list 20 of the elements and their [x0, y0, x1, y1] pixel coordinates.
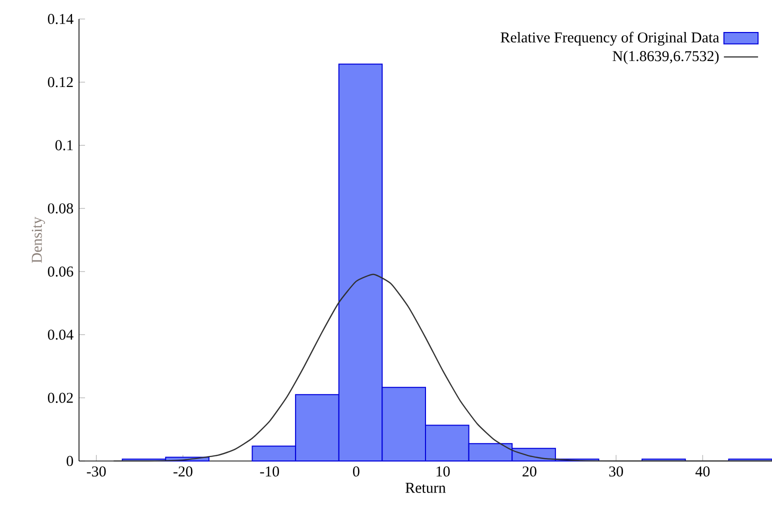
legend-label: N(1.8639,6.7532): [612, 50, 719, 64]
y-tick-label: 0.12: [48, 77, 73, 88]
x-tick-label: -30: [86, 466, 106, 477]
x-tick-label: 40: [695, 466, 710, 477]
x-tick-label: -20: [174, 466, 192, 477]
x-axis-title: Return: [406, 482, 446, 493]
x-tick-label: 30: [609, 466, 623, 477]
x-tick-label: 10: [436, 466, 450, 477]
x-tick-label: 20: [522, 466, 536, 477]
y-tick-label: 0.04: [48, 330, 74, 340]
legend-label: Relative Frequency of Original Data: [500, 32, 720, 46]
y-tick-label: 0.02: [48, 392, 73, 403]
x-tick-label: 0: [353, 466, 360, 477]
y-axis-title: Density: [32, 216, 45, 263]
y-tick-label: 0.08: [48, 203, 74, 214]
y-tick-label: 0.14: [48, 14, 74, 24]
y-tick-label: 0.06: [48, 266, 74, 277]
y-tick-label: 0: [66, 456, 74, 466]
y-tick-label: 0.1: [55, 140, 73, 150]
x-tick-label: -10: [260, 466, 280, 477]
